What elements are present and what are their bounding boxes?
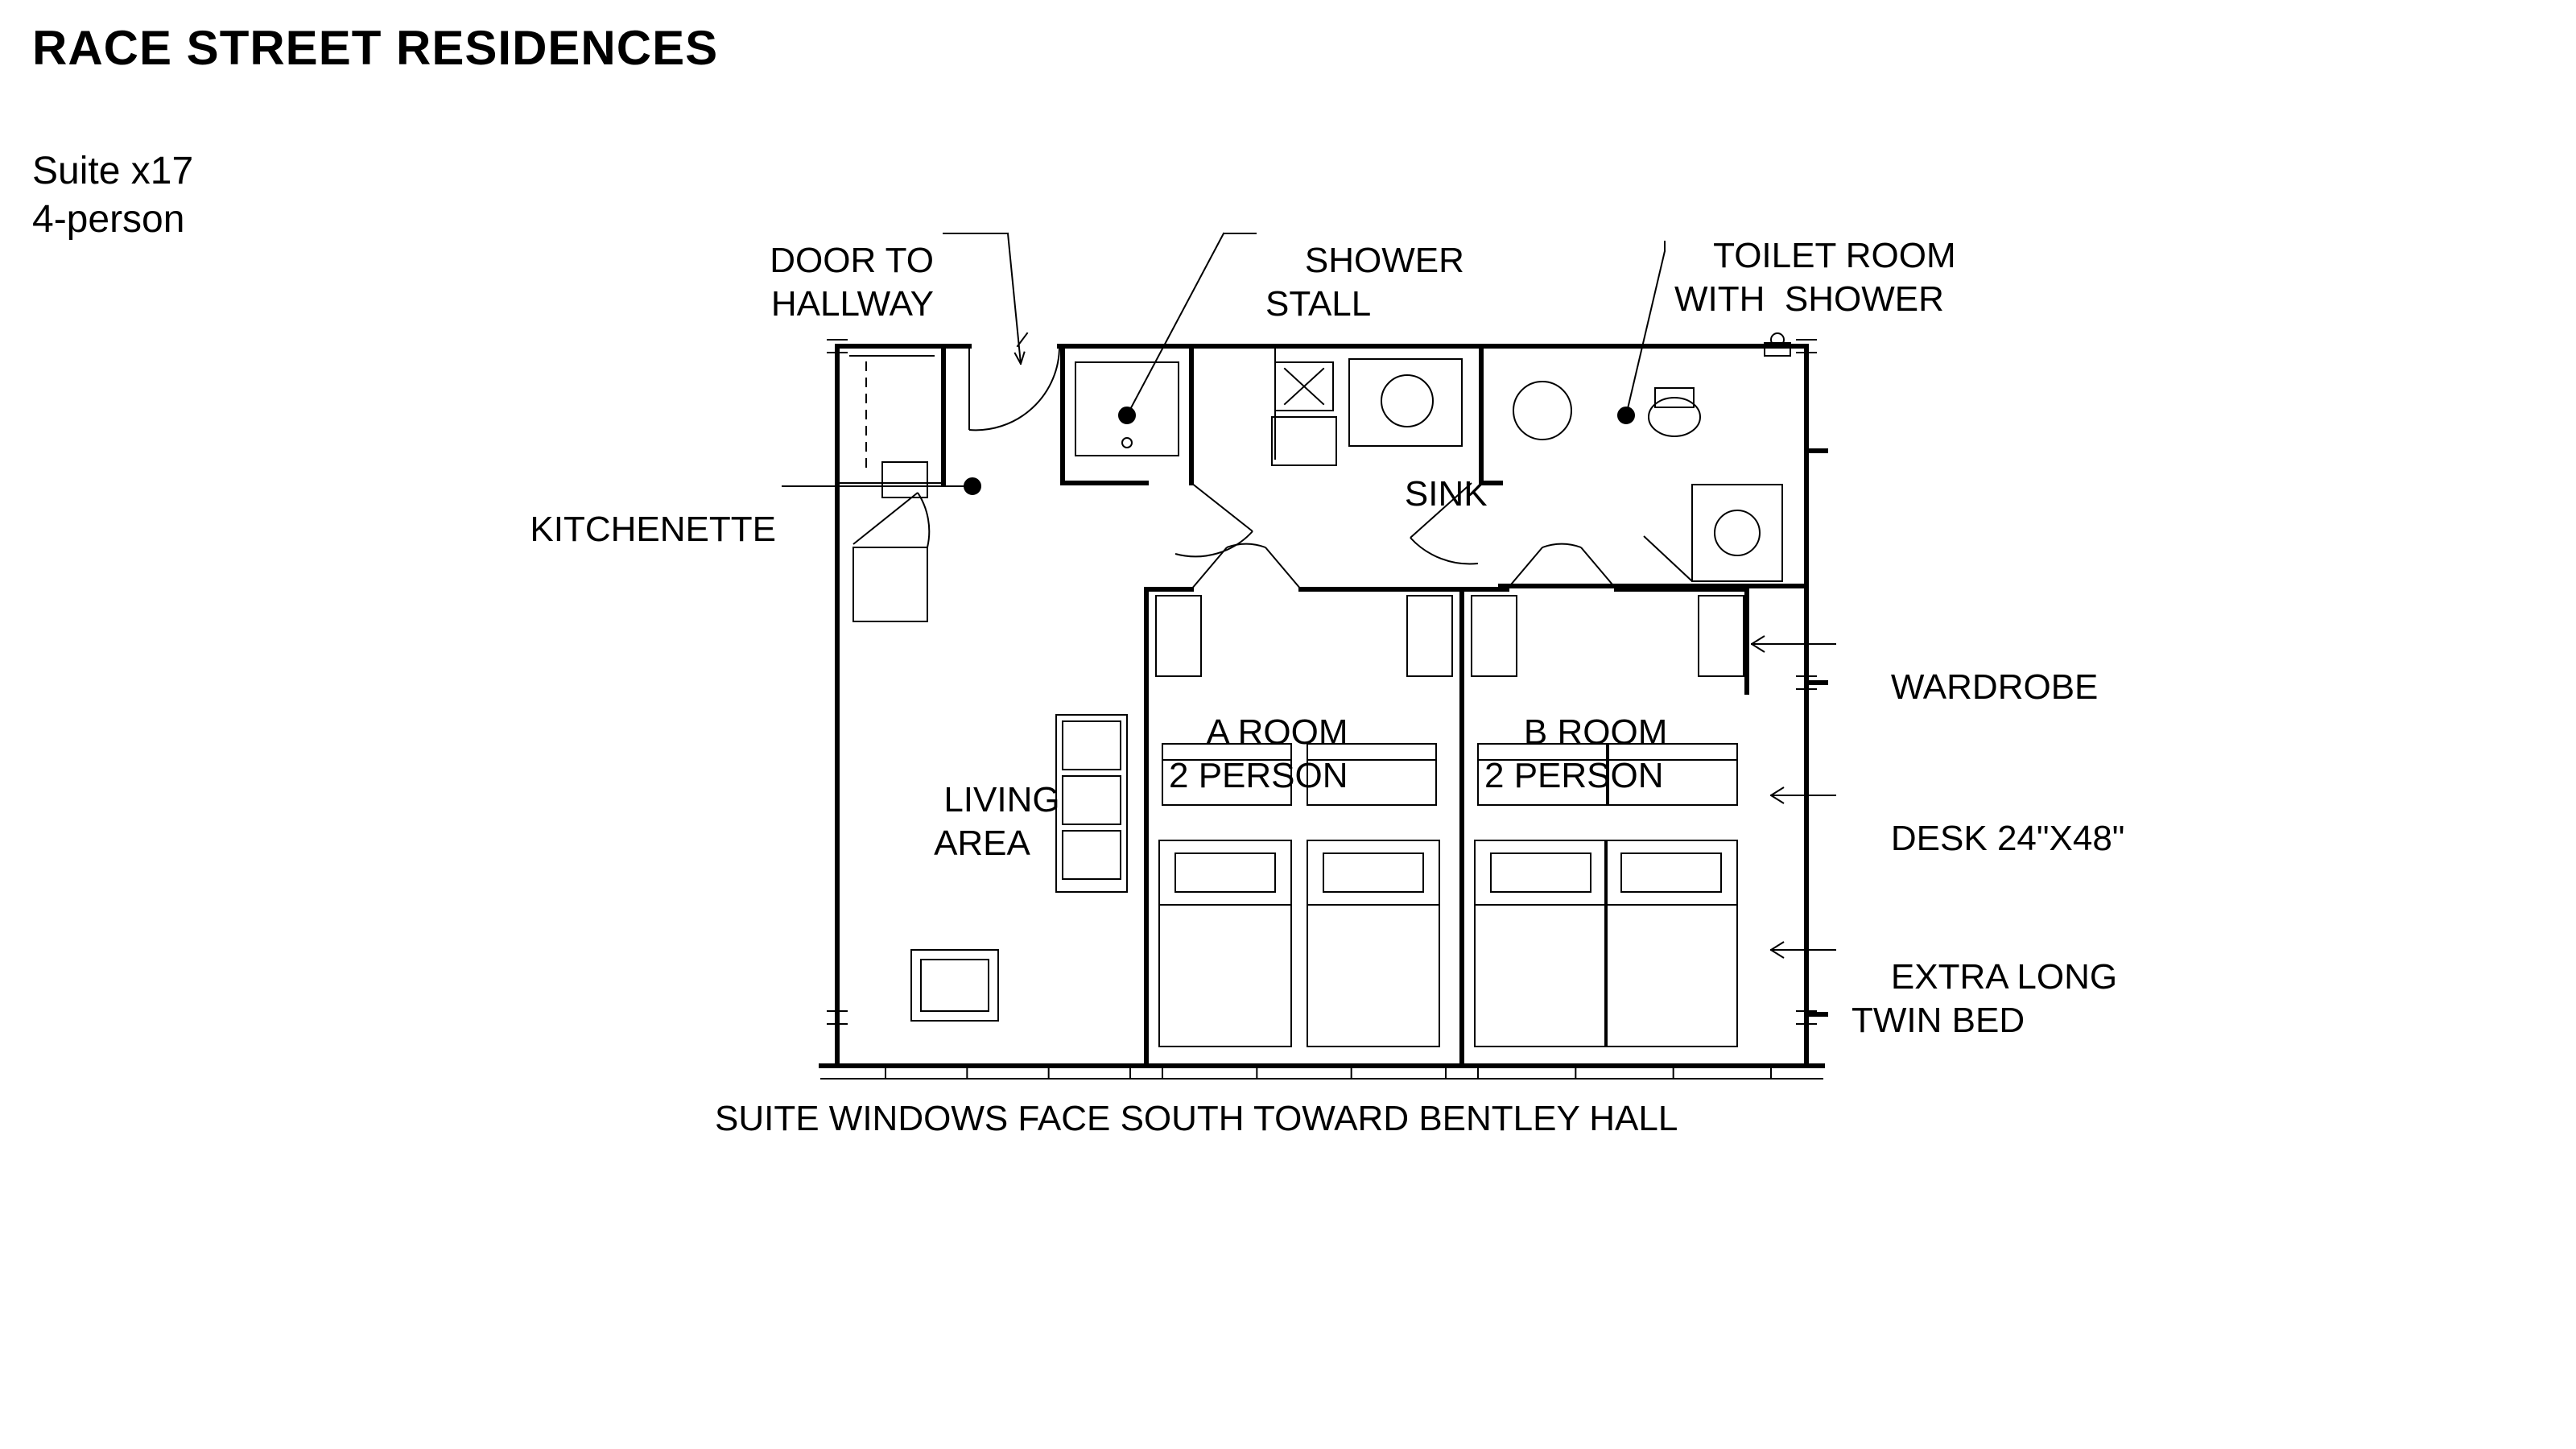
label-door-hallway: DOOR TOHALLWAY bbox=[483, 198, 934, 368]
label-toilet-room: TOILET ROOMWITH SHOWER bbox=[1674, 193, 1956, 363]
label-sink: SINK bbox=[1365, 431, 1488, 559]
label-living-area: LIVINGAREA bbox=[886, 737, 1079, 907]
label-wardrobe: WARDROBE bbox=[1852, 625, 2098, 752]
label-shower-stall: SHOWERSTALL bbox=[1265, 198, 1464, 368]
label-desk: DESK 24"X48" bbox=[1852, 776, 2124, 903]
footer-note: SUITE WINDOWS FACE SOUTH TOWARD BENTLEY … bbox=[715, 1098, 1678, 1140]
label-bed: EXTRA LONGTWIN BED bbox=[1852, 914, 2117, 1084]
label-room-b: B ROOM2 PERSON bbox=[1484, 670, 1667, 840]
label-kitchenette: KITCHENETTE bbox=[322, 467, 776, 594]
label-room-a: A ROOM2 PERSON bbox=[1169, 670, 1348, 840]
